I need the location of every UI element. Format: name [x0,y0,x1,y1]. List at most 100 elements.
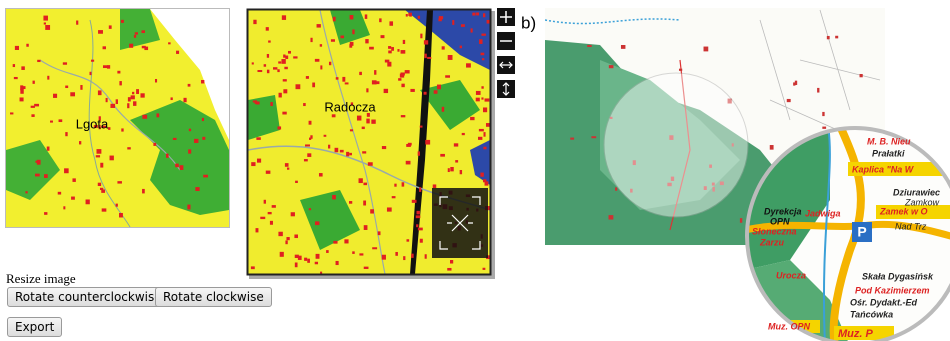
building [479,39,482,44]
building [106,98,108,102]
building [424,92,427,95]
building [445,75,450,77]
building [480,173,483,177]
building [253,20,256,24]
rotate-cw-button[interactable]: Rotate clockwise [155,287,272,307]
building [442,46,445,49]
building [134,35,136,38]
building [257,70,262,72]
building [176,51,179,54]
map-label: Jadwiga [805,208,841,218]
building [364,267,369,269]
building [100,188,103,190]
fit-height-button[interactable] [497,80,515,98]
building [127,103,129,108]
building [187,205,190,210]
building [395,252,398,256]
building [282,15,286,20]
building [58,192,61,195]
building [90,72,92,75]
building [315,262,318,265]
rotate-ccw-button[interactable]: Rotate counterclockwise [7,287,170,307]
building [121,128,123,131]
building [316,254,320,259]
building [133,101,136,106]
building [21,66,24,70]
building [260,217,265,219]
building [47,147,50,151]
building [33,81,35,84]
building [470,117,474,120]
map-label: Dyrekcja [764,206,802,216]
building [419,187,421,192]
building [13,64,15,67]
building [418,151,420,155]
building [679,69,682,71]
zoom-out-button[interactable] [497,32,515,50]
building [615,187,617,190]
map-label: Muz. OPN [768,321,810,331]
zoom-in-button[interactable] [497,8,515,26]
building [401,50,406,54]
building [317,24,321,27]
building [420,126,423,128]
building [482,58,484,60]
building [107,65,110,69]
building [434,90,438,93]
building [403,256,405,260]
building [424,54,426,58]
building [110,104,115,108]
building [406,14,408,17]
export-button[interactable]: Export [7,317,62,337]
building [44,174,48,178]
building [392,196,396,198]
fit-width-button[interactable] [497,56,515,74]
building [14,77,18,79]
building [484,132,486,137]
building [71,197,75,200]
place-label: Radocza [324,99,376,114]
building [188,84,191,87]
building [25,191,27,193]
building [454,143,458,146]
building [194,139,198,143]
fullscreen-control[interactable] [432,188,488,258]
map-label: OPN [770,216,790,226]
building [136,89,139,94]
map-label: Zarzu [759,237,785,247]
building [128,97,131,101]
building [352,29,354,34]
building [53,94,57,98]
map-label: Prałatki [872,148,905,158]
building [609,215,614,219]
building [266,27,269,31]
building [140,93,144,97]
building [382,146,386,149]
building [452,20,454,25]
building [406,161,411,165]
building [362,151,366,153]
building [312,83,315,88]
building [257,159,261,163]
building [368,162,373,166]
building [822,112,824,116]
building [335,148,339,152]
building [188,149,191,153]
building [365,39,368,43]
building [860,74,863,77]
building [350,15,354,19]
building [180,165,184,170]
building [411,254,414,258]
building [65,86,68,88]
building [96,155,100,157]
lens-area [604,73,748,217]
building [109,25,112,28]
building [278,61,281,63]
building [471,28,473,32]
building [387,62,391,67]
resize-label: Resize image [6,271,76,287]
svg-text:P: P [857,224,866,240]
building [63,62,67,64]
building [37,60,40,62]
building [427,57,431,59]
